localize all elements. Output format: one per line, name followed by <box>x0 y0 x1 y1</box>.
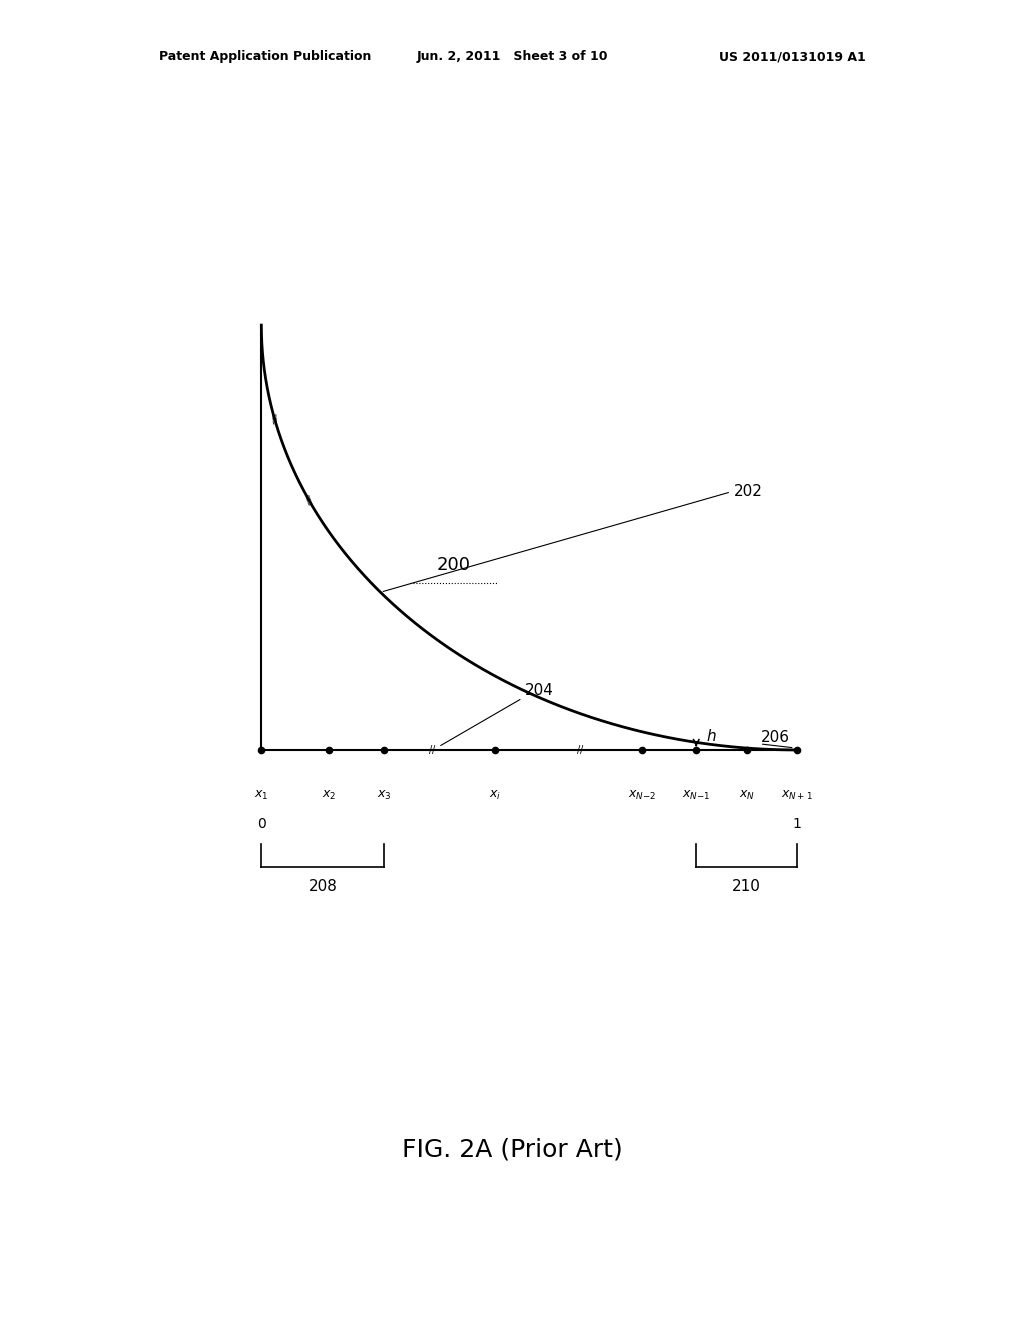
Text: 1: 1 <box>793 817 802 832</box>
Text: $\it{//}$: $\it{//}$ <box>428 743 436 756</box>
Text: 0: 0 <box>257 817 265 832</box>
Text: 210: 210 <box>732 879 761 894</box>
Text: 206: 206 <box>761 730 791 746</box>
Text: 200: 200 <box>436 556 470 574</box>
Text: 202: 202 <box>733 484 763 499</box>
Text: 208: 208 <box>308 879 337 894</box>
Text: $x_N$: $x_N$ <box>739 788 755 801</box>
Text: $x_{N\mathsf{-}1}$: $x_{N\mathsf{-}1}$ <box>682 788 711 801</box>
Text: $x_{N\mathsf{-}2}$: $x_{N\mathsf{-}2}$ <box>628 788 656 801</box>
Text: $x_1$: $x_1$ <box>254 788 268 801</box>
Text: Patent Application Publication: Patent Application Publication <box>159 50 371 63</box>
Text: $x_3$: $x_3$ <box>377 788 391 801</box>
Text: $x_2$: $x_2$ <box>322 788 336 801</box>
Text: Jun. 2, 2011   Sheet 3 of 10: Jun. 2, 2011 Sheet 3 of 10 <box>416 50 608 63</box>
Text: 204: 204 <box>524 684 554 698</box>
Text: $\it{//}$: $\it{//}$ <box>301 491 315 506</box>
Text: $\it{//}$: $\it{//}$ <box>268 411 281 425</box>
Text: FIG. 2A (Prior Art): FIG. 2A (Prior Art) <box>401 1138 623 1162</box>
Text: $x_{N+1}$: $x_{N+1}$ <box>781 788 813 801</box>
Text: $\it{//}$: $\it{//}$ <box>577 743 585 756</box>
Text: $h$: $h$ <box>706 729 717 744</box>
Text: $x_i$: $x_i$ <box>489 788 502 801</box>
Text: US 2011/0131019 A1: US 2011/0131019 A1 <box>719 50 865 63</box>
